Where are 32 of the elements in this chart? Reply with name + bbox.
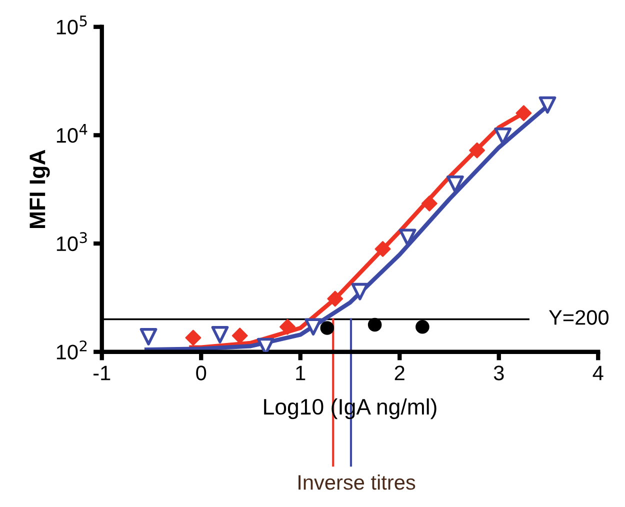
x-tick-label: 4	[592, 366, 604, 380]
point	[327, 290, 344, 307]
point	[185, 330, 202, 346]
x-tick-label: 0	[196, 366, 206, 380]
point	[516, 105, 532, 122]
y-tick-label: 10$^{2}$	[56, 340, 87, 360]
x-tick-label: 3	[494, 366, 504, 380]
point	[320, 321, 334, 335]
text: Inverse titres	[298, 474, 416, 490]
point	[368, 318, 382, 332]
y-tick-label: 10$^{5}$	[56, 16, 87, 34]
point	[469, 142, 486, 158]
point	[279, 318, 296, 335]
y-axis-title: MFI IgA	[30, 150, 50, 228]
ref-line-label: Y=200	[548, 310, 609, 325]
point	[416, 320, 430, 334]
point	[421, 196, 438, 212]
point	[351, 282, 369, 300]
x-tick-label: -1	[94, 366, 110, 380]
point	[140, 328, 158, 346]
x-tick-label: 1	[296, 366, 306, 380]
x-tick-label: 2	[394, 366, 404, 380]
y-tick-label: 10$^{4}$	[56, 124, 88, 143]
point	[211, 326, 229, 344]
y-tick-label: 10$^{3}$	[56, 232, 87, 252]
point	[446, 176, 464, 193]
point	[538, 96, 556, 114]
point	[374, 241, 391, 257]
point	[494, 127, 512, 145]
point	[232, 328, 248, 344]
point	[304, 318, 322, 336]
point	[398, 228, 416, 246]
